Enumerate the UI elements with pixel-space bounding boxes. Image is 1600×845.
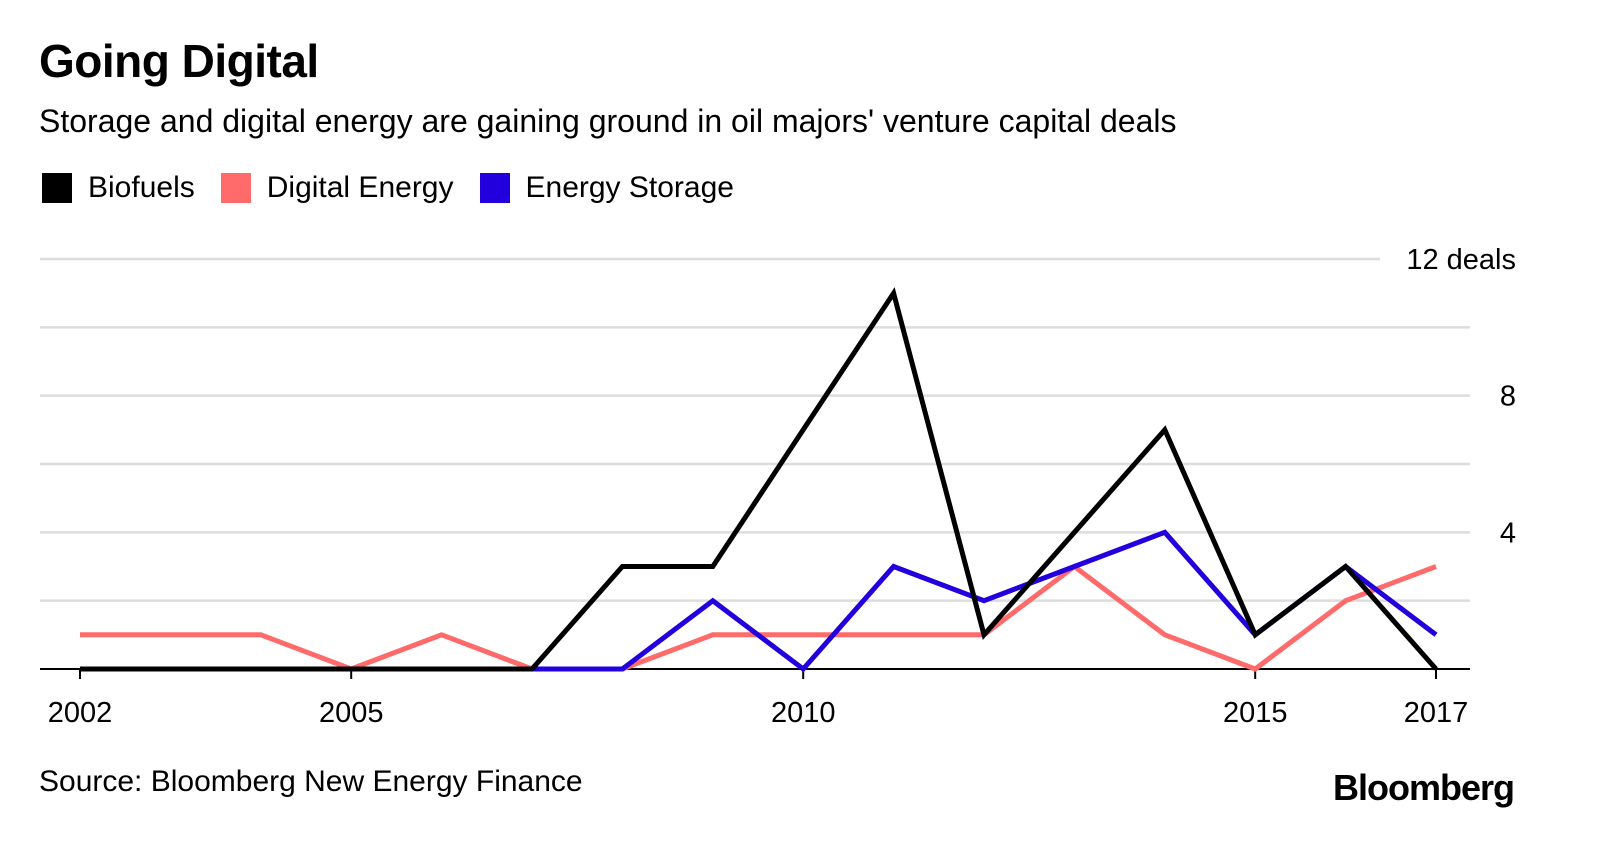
gridlines [40,257,1470,602]
x-tick-label: 2002 [48,697,113,729]
legend-label-digital-energy: Digital Energy [266,171,454,204]
x-tick-label: 2005 [319,697,384,729]
legend-swatch-biofuels [42,173,72,203]
x-tick-label: 2017 [1404,697,1469,729]
legend-item-digital-energy: Digital Energy [220,171,454,204]
y-tick-label: 12 deals [1406,244,1516,276]
source-note: Source: Bloomberg New Energy Finance [39,765,583,798]
brand-logo: Bloomberg [1332,767,1515,808]
y-axis-ticks: 4 8 12 deals [1406,244,1516,549]
legend: Biofuels Digital Energy Energy Storage [42,170,760,206]
x-axis: 2002 2005 2010 2015 2017 [40,668,1470,729]
series-line-biofuels [80,287,1438,672]
legend-label-energy-storage: Energy Storage [525,171,734,204]
y-tick-label: 4 [1500,517,1516,549]
x-tick-label: 2015 [1223,697,1288,729]
chart-subtitle: Storage and digital energy are gaining g… [39,103,1177,139]
legend-item-biofuels: Biofuels [42,173,195,203]
series-lines [80,287,1438,673]
legend-item-energy-storage: Energy Storage [479,171,734,204]
x-tick-label: 2010 [771,697,836,729]
chart-title: Going Digital [39,35,319,87]
legend-swatch-energy-storage [479,173,510,203]
legend-swatch-digital-energy [220,173,251,203]
legend-label-biofuels: Biofuels [88,171,195,204]
y-tick-label: 8 [1500,381,1516,413]
